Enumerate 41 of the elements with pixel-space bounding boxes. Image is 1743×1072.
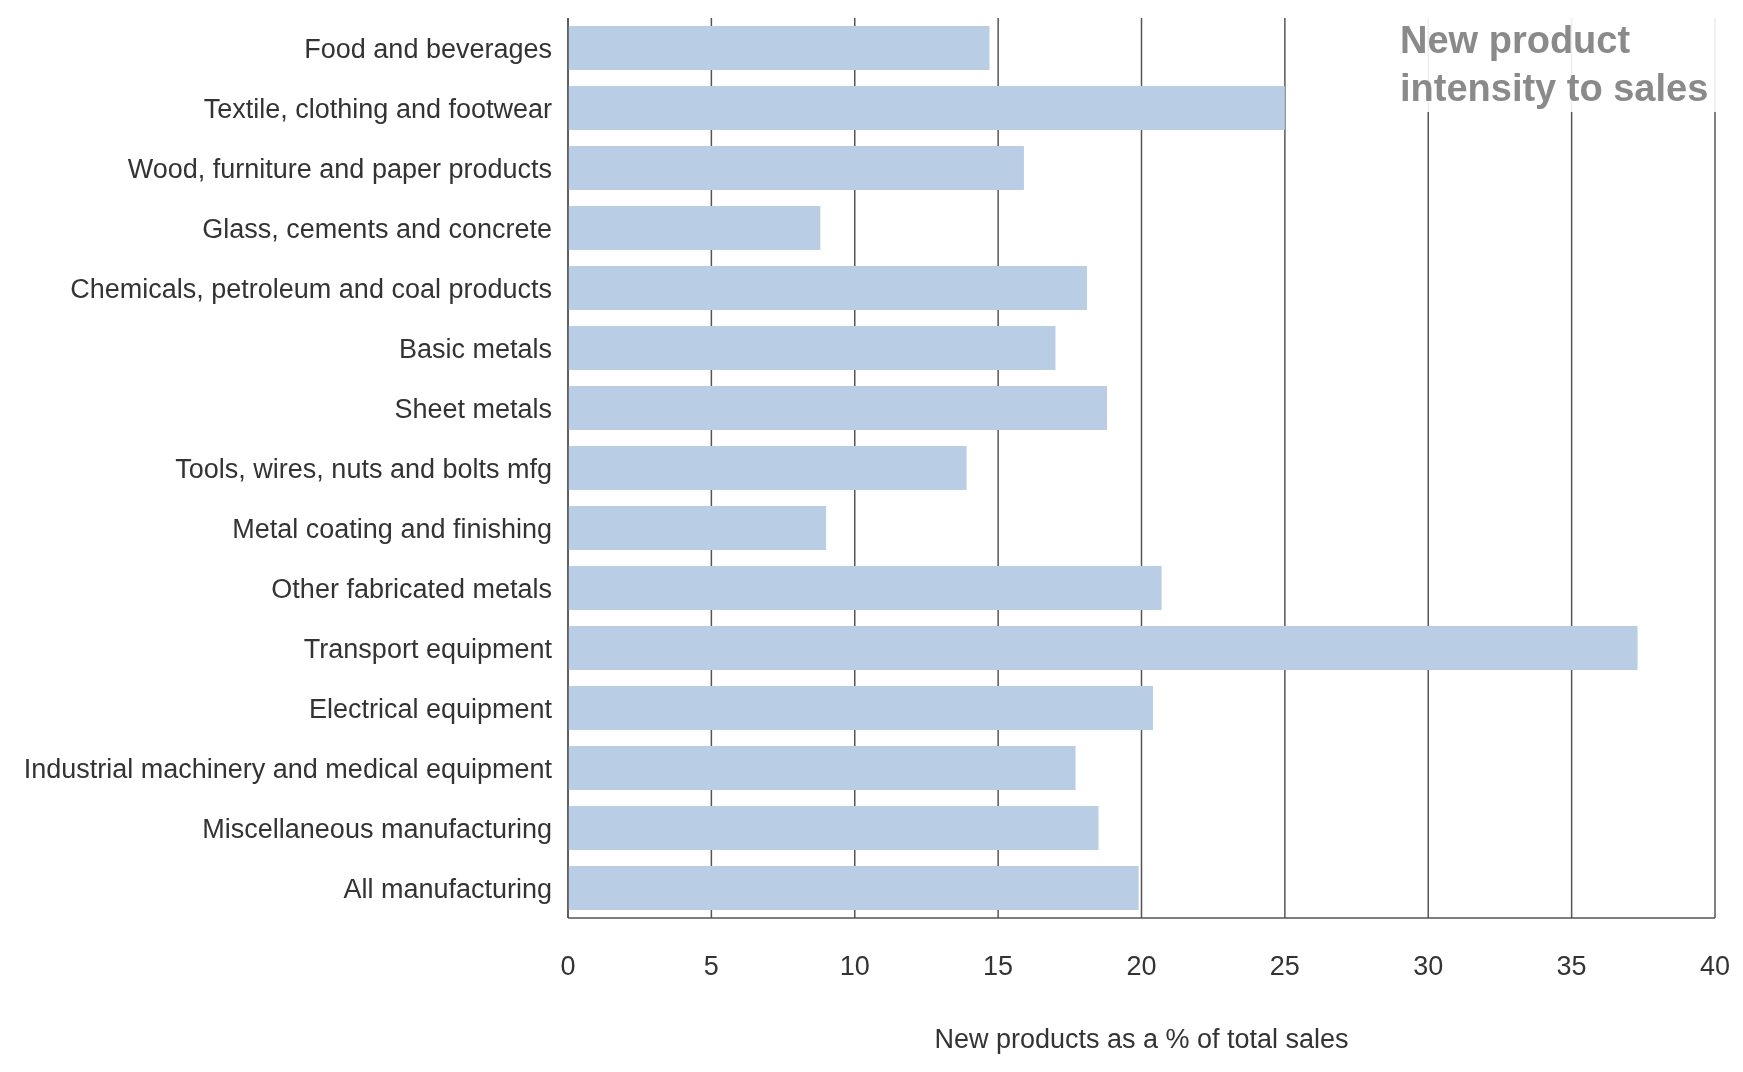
bar xyxy=(568,266,1088,310)
y-tick-label: Sheet metals xyxy=(394,393,552,424)
text: New product intensity to sales xyxy=(1400,16,1730,112)
bar xyxy=(568,326,1056,370)
x-tick-label: 20 xyxy=(1126,951,1157,982)
x-tick-label: 30 xyxy=(1413,951,1444,982)
bar xyxy=(568,506,827,550)
bar xyxy=(568,206,821,250)
bar xyxy=(568,26,990,70)
bar xyxy=(568,386,1108,430)
y-tick-label: Other fabricated metals xyxy=(271,573,552,604)
x-tick-label: 25 xyxy=(1269,951,1300,982)
bar xyxy=(568,566,1162,610)
y-tick-label: Wood, furniture and paper products xyxy=(127,153,552,184)
x-tick-label: 40 xyxy=(1699,951,1731,982)
y-tick-label: Chemicals, petroleum and coal products xyxy=(70,273,552,304)
y-tick-label: Textile, clothing and footwear xyxy=(203,93,552,124)
bar xyxy=(568,446,967,490)
y-tick-label: Glass, cements and concrete xyxy=(202,213,552,244)
bar xyxy=(568,686,1153,730)
x-tick-label: 35 xyxy=(1556,951,1587,982)
x-tick-label: 5 xyxy=(703,951,719,982)
bar xyxy=(568,146,1024,190)
y-tick-label: Miscellaneous manufacturing xyxy=(202,813,552,844)
x-tick-label: 10 xyxy=(839,951,870,982)
y-tick-label: Transport equipment xyxy=(303,633,553,664)
x-tick-label: 15 xyxy=(983,951,1014,982)
bar xyxy=(568,866,1139,910)
y-tick-label: Electrical equipment xyxy=(308,693,553,724)
bar xyxy=(568,86,1285,130)
x-tick-label: 0 xyxy=(560,951,576,982)
y-tick-label: Metal coating and finishing xyxy=(232,513,552,544)
bar xyxy=(568,626,1638,670)
y-tick-label: Food and beverages xyxy=(304,33,552,64)
y-tick-label: Tools, wires, nuts and bolts mfg xyxy=(175,453,552,484)
y-tick-label: Basic metals xyxy=(398,333,552,364)
y-tick-label: All manufacturing xyxy=(343,873,552,904)
bar xyxy=(568,746,1076,790)
bar xyxy=(568,806,1099,850)
y-tick-label: Industrial machinery and medical equipment xyxy=(23,753,553,784)
x-axis-title: New products as a % of total sales xyxy=(934,1024,1349,1054)
